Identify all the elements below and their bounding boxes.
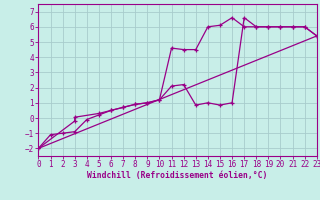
X-axis label: Windchill (Refroidissement éolien,°C): Windchill (Refroidissement éolien,°C)	[87, 171, 268, 180]
